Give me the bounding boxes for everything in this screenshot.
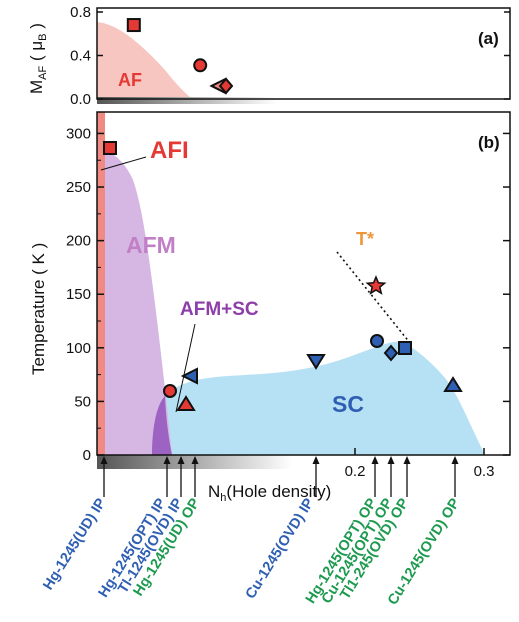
panel-b-y-tick-label: 50 bbox=[74, 393, 91, 410]
compound-arrow-head bbox=[387, 456, 395, 464]
sc-region bbox=[152, 341, 485, 455]
compound-arrow-head bbox=[403, 456, 411, 464]
panel-b-y-tick-label: 250 bbox=[66, 179, 91, 196]
panel-b-axes-ticks: 0 50 100 150 200 250 300 0.2 0.3 bbox=[66, 125, 510, 480]
afi-label: AFI bbox=[150, 137, 189, 164]
panel-b-point-triangle-left bbox=[180, 367, 198, 385]
panel-b-frame bbox=[96, 111, 511, 456]
panel-b: 0 50 100 150 200 250 300 0.2 0.3 Temperature ( K… bbox=[29, 111, 511, 608]
panel-b-point-square bbox=[398, 341, 412, 355]
panel-b-y-tick-label: 100 bbox=[66, 340, 91, 357]
panel-a: AF (a) 0.0 0.4 0.8 MAF ( μB ) bbox=[27, 4, 511, 108]
compound-arrow-head bbox=[177, 456, 185, 464]
panel-b-y-axis-label: Temperature ( K ) bbox=[29, 243, 48, 375]
panel-a-point-circle bbox=[193, 58, 208, 73]
tstar-label: T* bbox=[356, 229, 374, 249]
panel-b-y-tick-label: 300 bbox=[66, 125, 91, 142]
panel-b-x-tick-label: 0.2 bbox=[345, 463, 366, 480]
panel-a-y-tick-label: 0.0 bbox=[70, 91, 91, 108]
panel-b-point-diamond bbox=[383, 344, 399, 362]
afi-leader-line bbox=[100, 156, 147, 171]
panel-b-label: (b) bbox=[478, 133, 500, 152]
compound-arrow-head bbox=[312, 456, 320, 464]
afi-region bbox=[97, 112, 105, 455]
panel-a-y-tick-label: 0.4 bbox=[70, 48, 91, 65]
afm-sc-label: AFM+SC bbox=[180, 299, 259, 320]
panel-b-x-axis-label: Nh(Hole density) bbox=[208, 482, 331, 504]
panel-a-point-diamond bbox=[218, 77, 234, 95]
afm-sc-region bbox=[152, 396, 172, 455]
compound-label: Hg-1245(UD) IP bbox=[40, 495, 109, 593]
panel-b-point-star bbox=[365, 275, 387, 295]
panel-b-y-tick-label: 150 bbox=[66, 286, 91, 303]
panel-a-y-axis-label: MAF ( μB ) bbox=[27, 23, 49, 94]
panel-a-y-tick-label: 0.8 bbox=[70, 4, 91, 21]
af-region bbox=[97, 22, 192, 99]
panel-b-y-tick-label: 200 bbox=[66, 233, 91, 250]
panel-b-point-triangle-up bbox=[443, 376, 463, 392]
panel-b-data-points bbox=[103, 141, 463, 411]
compound-label: Cu-1245(OVD) IP bbox=[243, 495, 318, 601]
compound-arrows bbox=[100, 456, 459, 497]
afm-sc-leader-line bbox=[175, 323, 196, 413]
panel-b-point-triangle-up bbox=[176, 395, 196, 411]
compound-arrow-head bbox=[451, 456, 459, 464]
panel-a-gradient-bar bbox=[97, 97, 277, 104]
panel-a-point-square bbox=[126, 18, 141, 33]
panel-b-y-tick-label: 0 bbox=[83, 447, 91, 464]
tstar-dotted-line bbox=[336, 251, 411, 344]
compound-arrow-head bbox=[371, 456, 379, 464]
compound-arrow-head bbox=[100, 456, 108, 464]
panel-a-data-points bbox=[126, 18, 234, 95]
af-label: AF bbox=[118, 70, 142, 90]
panel-b-point-circle bbox=[163, 384, 177, 398]
panel-b-x-tick-label: 0.3 bbox=[474, 463, 495, 480]
afm-region bbox=[97, 148, 172, 455]
panel-b-point-triangle-down bbox=[306, 354, 326, 370]
afm-label: AFM bbox=[126, 232, 176, 258]
sc-label: SC bbox=[332, 391, 364, 417]
panel-a-y-axis: 0.0 0.4 0.8 bbox=[70, 4, 510, 108]
compound-arrow-head bbox=[191, 456, 199, 464]
compound-arrow-head bbox=[163, 456, 171, 464]
panel-b-point-circle bbox=[370, 334, 384, 348]
panel-b-point-square bbox=[103, 141, 117, 155]
panel-a-label: (a) bbox=[478, 29, 499, 48]
panel-a-frame bbox=[96, 7, 511, 100]
